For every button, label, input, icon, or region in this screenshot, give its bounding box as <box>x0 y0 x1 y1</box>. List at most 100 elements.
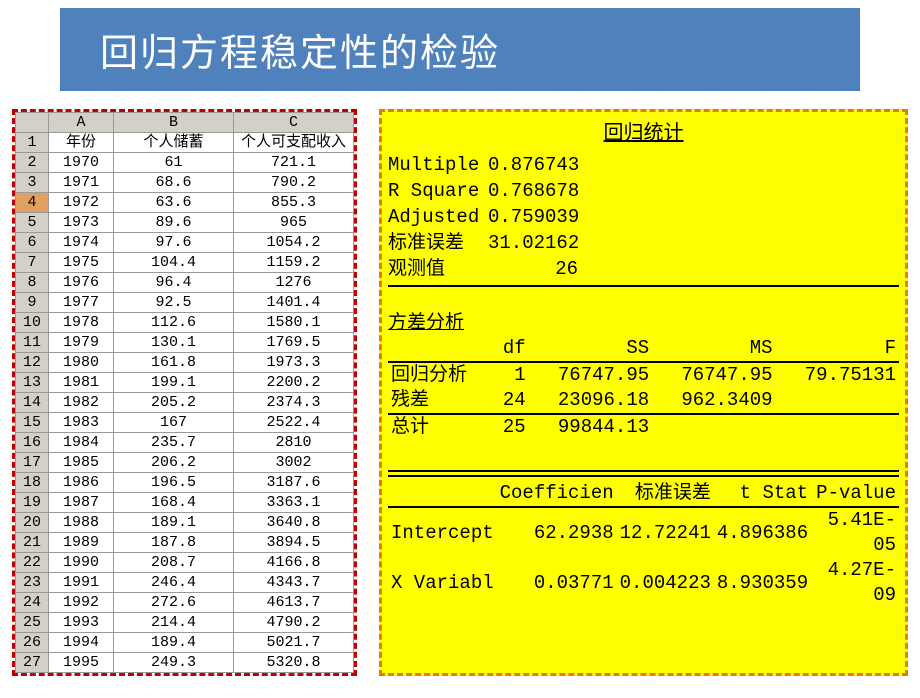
data-cell[interactable]: 1276 <box>234 273 354 293</box>
data-cell[interactable]: 1973 <box>49 213 114 233</box>
data-cell[interactable]: 790.2 <box>234 173 354 193</box>
row-number[interactable]: 23 <box>16 573 49 593</box>
data-cell[interactable]: 214.4 <box>114 613 234 633</box>
data-cell[interactable]: 4613.7 <box>234 593 354 613</box>
data-cell[interactable]: 1159.2 <box>234 253 354 273</box>
row-number[interactable]: 19 <box>16 493 49 513</box>
row-number[interactable]: 26 <box>16 633 49 653</box>
data-cell[interactable]: 89.6 <box>114 213 234 233</box>
col-letter[interactable]: B <box>114 113 234 133</box>
row-number[interactable]: 9 <box>16 293 49 313</box>
col-letter[interactable]: A <box>49 113 114 133</box>
data-cell[interactable]: 97.6 <box>114 233 234 253</box>
data-cell[interactable]: 5320.8 <box>234 653 354 673</box>
data-cell[interactable]: 1971 <box>49 173 114 193</box>
data-cell[interactable]: 年份 <box>49 133 114 153</box>
data-cell[interactable]: 1986 <box>49 473 114 493</box>
data-cell[interactable]: 1054.2 <box>234 233 354 253</box>
row-number[interactable]: 1 <box>16 133 49 153</box>
data-cell[interactable]: 3363.1 <box>234 493 354 513</box>
data-cell[interactable]: 4343.7 <box>234 573 354 593</box>
data-cell[interactable]: 2374.3 <box>234 393 354 413</box>
data-cell[interactable]: 2200.2 <box>234 373 354 393</box>
data-cell[interactable]: 1990 <box>49 553 114 573</box>
row-number[interactable]: 24 <box>16 593 49 613</box>
data-cell[interactable]: 1995 <box>49 653 114 673</box>
data-cell[interactable]: 1580.1 <box>234 313 354 333</box>
data-cell[interactable]: 92.5 <box>114 293 234 313</box>
data-cell[interactable]: 68.6 <box>114 173 234 193</box>
data-cell[interactable]: 187.8 <box>114 533 234 553</box>
data-cell[interactable]: 2810 <box>234 433 354 453</box>
row-number[interactable]: 25 <box>16 613 49 633</box>
row-number[interactable]: 7 <box>16 253 49 273</box>
row-number[interactable]: 16 <box>16 433 49 453</box>
data-cell[interactable]: 63.6 <box>114 193 234 213</box>
data-cell[interactable]: 104.4 <box>114 253 234 273</box>
data-cell[interactable]: 721.1 <box>234 153 354 173</box>
row-number[interactable]: 4 <box>16 193 49 213</box>
data-cell[interactable]: 206.2 <box>114 453 234 473</box>
row-number[interactable]: 3 <box>16 173 49 193</box>
data-cell[interactable]: 3002 <box>234 453 354 473</box>
data-cell[interactable]: 167 <box>114 413 234 433</box>
data-cell[interactable]: 1769.5 <box>234 333 354 353</box>
data-cell[interactable]: 1987 <box>49 493 114 513</box>
data-cell[interactable]: 1979 <box>49 333 114 353</box>
data-cell[interactable]: 1994 <box>49 633 114 653</box>
data-cell[interactable]: 196.5 <box>114 473 234 493</box>
row-number[interactable]: 27 <box>16 653 49 673</box>
data-cell[interactable]: 61 <box>114 153 234 173</box>
data-cell[interactable]: 1978 <box>49 313 114 333</box>
data-cell[interactable]: 208.7 <box>114 553 234 573</box>
row-number[interactable]: 10 <box>16 313 49 333</box>
data-cell[interactable]: 1974 <box>49 233 114 253</box>
data-cell[interactable]: 4790.2 <box>234 613 354 633</box>
data-cell[interactable]: 5021.7 <box>234 633 354 653</box>
data-cell[interactable]: 235.7 <box>114 433 234 453</box>
data-cell[interactable]: 1984 <box>49 433 114 453</box>
row-number[interactable]: 11 <box>16 333 49 353</box>
row-number[interactable]: 20 <box>16 513 49 533</box>
row-number[interactable]: 6 <box>16 233 49 253</box>
data-cell[interactable]: 965 <box>234 213 354 233</box>
data-cell[interactable]: 246.4 <box>114 573 234 593</box>
data-cell[interactable]: 1991 <box>49 573 114 593</box>
data-cell[interactable]: 96.4 <box>114 273 234 293</box>
row-number[interactable]: 2 <box>16 153 49 173</box>
data-cell[interactable]: 272.6 <box>114 593 234 613</box>
data-cell[interactable]: 130.1 <box>114 333 234 353</box>
data-cell[interactable]: 205.2 <box>114 393 234 413</box>
data-cell[interactable]: 1977 <box>49 293 114 313</box>
data-cell[interactable]: 1975 <box>49 253 114 273</box>
data-cell[interactable]: 个人可支配收入 <box>234 133 354 153</box>
col-letter[interactable]: C <box>234 113 354 133</box>
data-cell[interactable]: 1976 <box>49 273 114 293</box>
data-cell[interactable]: 1985 <box>49 453 114 473</box>
row-number[interactable]: 13 <box>16 373 49 393</box>
data-cell[interactable]: 168.4 <box>114 493 234 513</box>
data-cell[interactable]: 1992 <box>49 593 114 613</box>
data-cell[interactable]: 189.4 <box>114 633 234 653</box>
row-number[interactable]: 12 <box>16 353 49 373</box>
data-cell[interactable]: 1993 <box>49 613 114 633</box>
data-cell[interactable]: 1982 <box>49 393 114 413</box>
data-cell[interactable]: 3187.6 <box>234 473 354 493</box>
row-number[interactable]: 15 <box>16 413 49 433</box>
data-cell[interactable]: 1981 <box>49 373 114 393</box>
data-cell[interactable]: 249.3 <box>114 653 234 673</box>
data-cell[interactable]: 1983 <box>49 413 114 433</box>
data-cell[interactable]: 855.3 <box>234 193 354 213</box>
row-number[interactable]: 18 <box>16 473 49 493</box>
data-cell[interactable]: 1972 <box>49 193 114 213</box>
data-cell[interactable]: 161.8 <box>114 353 234 373</box>
data-cell[interactable]: 1989 <box>49 533 114 553</box>
row-number[interactable]: 8 <box>16 273 49 293</box>
row-number[interactable]: 14 <box>16 393 49 413</box>
data-cell[interactable]: 112.6 <box>114 313 234 333</box>
data-cell[interactable]: 4166.8 <box>234 553 354 573</box>
data-cell[interactable]: 3640.8 <box>234 513 354 533</box>
row-number[interactable]: 21 <box>16 533 49 553</box>
data-cell[interactable]: 2522.4 <box>234 413 354 433</box>
row-number[interactable]: 22 <box>16 553 49 573</box>
